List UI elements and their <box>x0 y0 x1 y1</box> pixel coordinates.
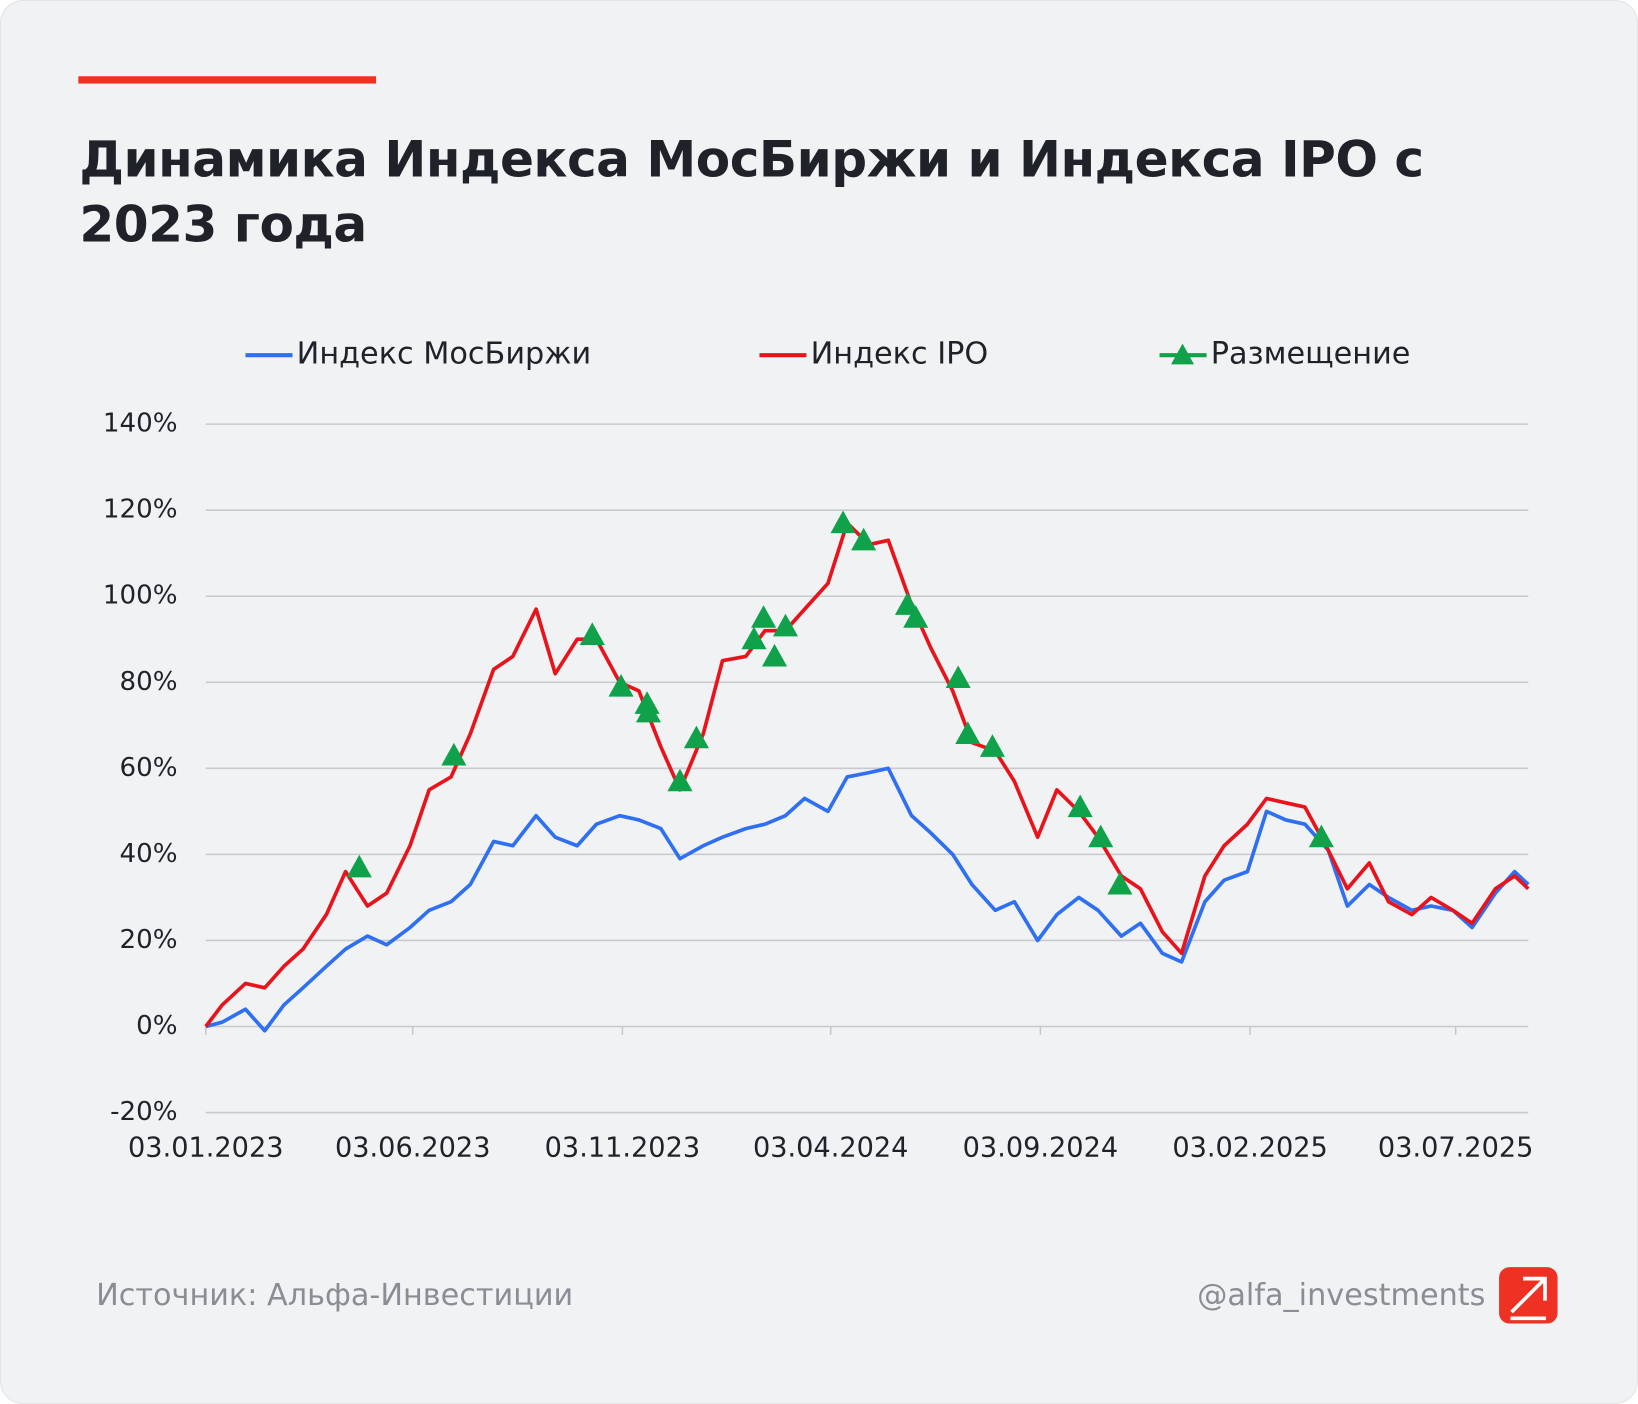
y-tick-label: 20% <box>120 925 178 955</box>
x-tick-label: 03.02.2025 <box>1172 1133 1328 1164</box>
y-tick-label: 0% <box>136 1011 177 1041</box>
source: Источник: Альфа-Инвестиции <box>96 1278 573 1313</box>
placement-marker <box>441 742 467 766</box>
legend-label: Размещение <box>1211 337 1411 372</box>
legend-label: Индекс МосБиржи <box>297 337 592 372</box>
logo-arrow <box>1510 1276 1547 1321</box>
placement-marker <box>772 613 799 637</box>
y-tick-label: 100% <box>103 581 178 611</box>
placement-marker <box>955 721 981 744</box>
placement-marker <box>608 674 634 697</box>
y-tick-label: 60% <box>120 753 178 783</box>
placement-marker <box>1107 871 1133 895</box>
placement-marker <box>945 665 971 689</box>
x-tick-label: 03.07.2025 <box>1378 1133 1534 1164</box>
accent-bar <box>78 76 377 84</box>
placement-marker <box>762 643 788 667</box>
legend-label: Индекс IPO <box>811 337 989 372</box>
placement-marker <box>346 854 372 878</box>
placement-marker <box>579 622 605 645</box>
x-tick-label: 03.04.2024 <box>753 1133 909 1164</box>
x-tick-label: 03.06.2023 <box>335 1133 490 1164</box>
placement-marker <box>830 510 856 534</box>
placement-marker <box>1088 824 1114 848</box>
x-tick-label: 03.01.2023 <box>128 1133 284 1164</box>
placement-marker <box>635 699 661 723</box>
legend-marker <box>1171 343 1195 365</box>
x-tick-label: 03.09.2024 <box>963 1133 1119 1164</box>
placement-marker <box>683 725 709 749</box>
x-tick-label: 03.11.2023 <box>545 1133 700 1164</box>
line-series <box>205 766 1530 1033</box>
placement-marker <box>1067 794 1093 818</box>
placement-marker <box>751 605 777 628</box>
placement-marker <box>851 527 877 551</box>
placement-marker <box>667 768 693 792</box>
placement-marker <box>979 734 1005 757</box>
chart-title: Динамика Индекса МосБиржи и Индекса IPO … <box>79 130 1424 254</box>
y-tick-label: 40% <box>120 839 178 869</box>
y-tick-label: 120% <box>103 495 178 525</box>
y-tick-label: 140% <box>103 409 178 439</box>
placement-marker <box>1308 824 1334 848</box>
placement-marker <box>741 626 767 650</box>
placement-marker <box>903 605 929 628</box>
handle: @alfa_investments <box>1197 1278 1485 1313</box>
y-tick-label: -20% <box>110 1097 177 1127</box>
y-tick-label: 80% <box>120 667 178 697</box>
